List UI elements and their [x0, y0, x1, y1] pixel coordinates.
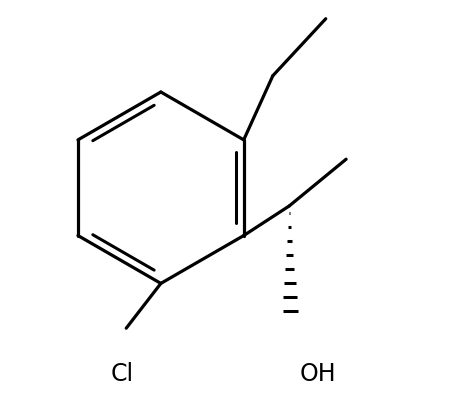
Text: Cl: Cl	[110, 361, 133, 385]
Text: OH: OH	[299, 361, 335, 385]
